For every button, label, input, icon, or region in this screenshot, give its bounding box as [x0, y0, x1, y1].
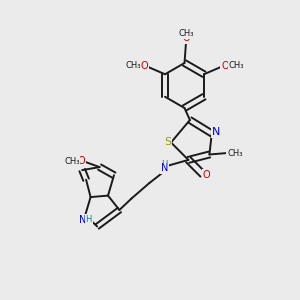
Text: O: O: [140, 61, 148, 71]
Text: O: O: [182, 33, 190, 43]
Text: N: N: [212, 127, 220, 137]
Text: O: O: [77, 156, 85, 166]
Text: O: O: [221, 61, 229, 71]
Text: CH₃: CH₃: [125, 61, 141, 70]
Text: H: H: [161, 160, 168, 169]
Text: S: S: [164, 136, 171, 147]
Text: N: N: [161, 163, 168, 173]
Text: CH₃: CH₃: [178, 29, 194, 38]
Text: CH₃: CH₃: [64, 157, 80, 166]
Text: CH₃: CH₃: [228, 61, 244, 70]
Text: O: O: [202, 170, 210, 180]
Text: CH₃: CH₃: [227, 148, 243, 158]
Text: N: N: [79, 214, 86, 225]
Text: H: H: [85, 215, 92, 224]
